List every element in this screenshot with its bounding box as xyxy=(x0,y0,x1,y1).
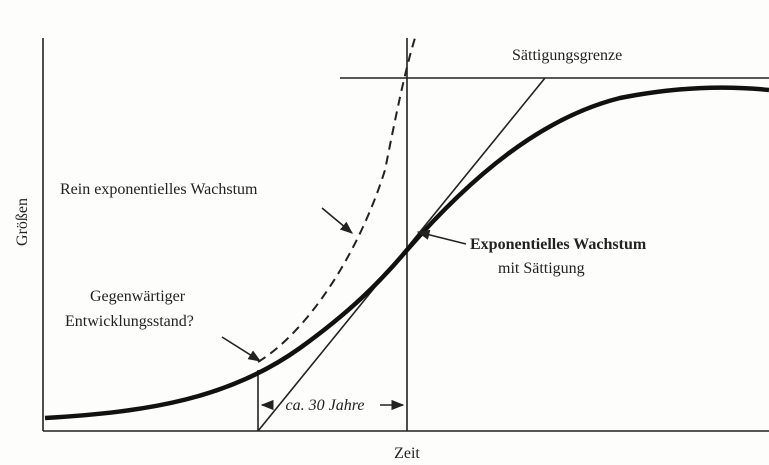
label: Gegenwärtiger xyxy=(90,288,186,305)
label: mit Sättigung xyxy=(498,260,585,277)
label: Entwicklungsstand? xyxy=(65,313,194,330)
arrow xyxy=(221,336,262,362)
label: Exponentielles Wachstum xyxy=(470,236,647,253)
exponential-curve xyxy=(257,37,416,363)
arrow xyxy=(321,207,353,234)
label: Rein exponentielles Wachstum xyxy=(60,181,258,198)
axis-label: Größen xyxy=(14,198,31,246)
label: Sättigungsgrenze xyxy=(512,47,622,64)
arrow xyxy=(416,229,467,245)
logistic-curve xyxy=(44,85,769,421)
label: ca. 30 Jahre xyxy=(286,397,365,414)
axis-label: Zeit xyxy=(394,445,420,462)
